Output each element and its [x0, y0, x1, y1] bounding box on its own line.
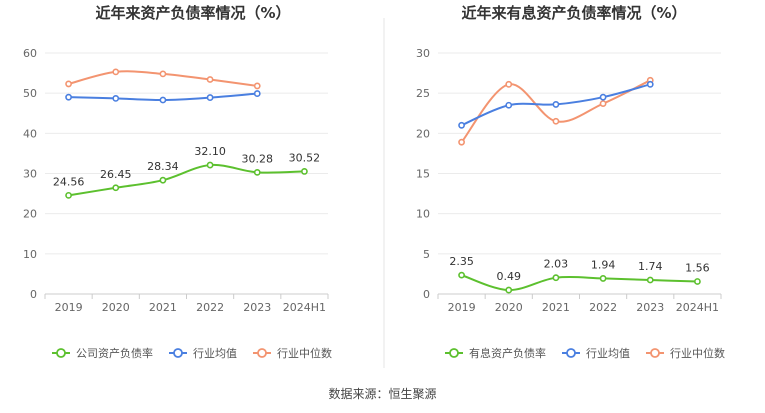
y-tick-label: 0: [30, 288, 37, 301]
source-label: 数据来源：恒生聚源: [328, 386, 436, 401]
data-point: [552, 274, 560, 282]
data-point: [458, 121, 465, 129]
y-tick-label: 15: [416, 168, 430, 181]
data-point: [206, 76, 214, 83]
y-tick-label: 30: [23, 168, 37, 181]
x-tick-label: 2022: [589, 301, 617, 314]
data-point: [159, 176, 167, 184]
data-label: 32.10: [194, 145, 226, 158]
data-point: [599, 100, 607, 108]
y-tick-label: 40: [23, 127, 37, 140]
y-tick-label: 25: [416, 87, 430, 100]
data-point: [253, 90, 261, 97]
data-label: 30.52: [289, 151, 321, 164]
data-point: [159, 70, 167, 78]
legend-swatch-marker: [56, 348, 66, 358]
legend-label: 行业中位数: [277, 346, 332, 360]
data-label: 1.94: [591, 258, 616, 271]
data-point: [458, 138, 465, 146]
x-tick-label: 2020: [102, 301, 130, 314]
x-tick-label: 2021: [542, 301, 570, 314]
y-tick-label: 60: [23, 47, 37, 60]
data-label: 2.35: [449, 255, 474, 268]
legend-label: 行业均值: [586, 347, 630, 360]
series-line: [461, 274, 698, 292]
legend-label: 公司资产负债率: [76, 346, 153, 360]
data-label: 2.03: [544, 258, 569, 271]
legend-item[interactable]: 行业中位数: [646, 346, 725, 360]
data-point: [65, 191, 72, 199]
data-point: [505, 80, 513, 88]
y-tick-label: 5: [423, 248, 430, 261]
x-tick-label: 2019: [55, 301, 83, 314]
y-tick-label: 20: [416, 127, 430, 140]
data-point: [206, 161, 214, 169]
legend-item[interactable]: 有息资产负债率: [445, 346, 546, 360]
data-point: [646, 80, 654, 88]
data-label: 28.34: [147, 160, 179, 173]
data-point: [646, 276, 654, 284]
x-tick-label: 2020: [495, 301, 523, 314]
data-point: [65, 80, 72, 88]
data-point: [112, 68, 120, 76]
data-point: [552, 117, 560, 125]
x-tick-label: 2022: [196, 301, 224, 314]
chart-title: 近年来资产负债率情况（%）: [95, 4, 290, 22]
data-label: 26.45: [100, 168, 132, 181]
x-tick-label: 2023: [636, 301, 664, 314]
data-label: 1.56: [685, 261, 710, 274]
y-tick-label: 10: [23, 248, 37, 261]
data-label: 24.56: [53, 175, 85, 188]
data-point: [206, 94, 214, 101]
x-tick-label: 2023: [243, 301, 271, 314]
data-point: [253, 168, 261, 176]
data-point: [112, 94, 120, 102]
legend-swatch-marker: [650, 348, 660, 358]
series-line: [68, 163, 305, 197]
legend-label: 行业中位数: [670, 346, 725, 360]
data-point: [505, 101, 513, 109]
legend-swatch-marker: [566, 348, 576, 358]
y-tick-label: 10: [416, 208, 430, 221]
x-tick-label: 2019: [448, 301, 476, 314]
x-tick-label: 2024H1: [283, 301, 326, 314]
y-tick-label: 30: [416, 47, 430, 60]
legend-swatch-marker: [173, 348, 183, 358]
data-point: [301, 168, 308, 175]
data-label: 0.49: [497, 270, 522, 283]
x-tick-label: 2024H1: [676, 301, 719, 314]
data-point: [599, 93, 607, 101]
y-tick-label: 0: [423, 288, 430, 301]
legend-item[interactable]: 公司资产负债率: [52, 346, 153, 360]
data-point: [694, 278, 701, 285]
legend-label: 有息资产负债率: [469, 346, 546, 360]
legend-swatch-marker: [257, 348, 267, 358]
legend-item[interactable]: 行业均值: [562, 347, 630, 360]
data-point: [552, 101, 560, 108]
chart-title: 近年来有息资产负债率情况（%）: [461, 4, 686, 22]
data-point: [253, 82, 261, 90]
data-point: [65, 93, 72, 101]
data-label: 30.28: [242, 152, 274, 165]
legend-item[interactable]: 行业中位数: [253, 346, 332, 360]
chart-panel-interest-debt-ratio: 近年来有息资产负债率情况（%） 0 5 10 15 20 25 30 2019 2020 2021 2…: [416, 4, 725, 360]
legend-swatch-marker: [449, 348, 459, 358]
data-point: [159, 96, 167, 104]
data-label: 1.74: [638, 260, 663, 273]
y-tick-label: 20: [23, 208, 37, 221]
data-point: [112, 184, 120, 192]
chart-panel-debt-ratio: 近年来资产负债率情况（%） 0 10 20 30 40 50 60 2019 2020 2021 20…: [23, 4, 332, 360]
data-point: [505, 286, 513, 294]
x-tick-label: 2021: [149, 301, 177, 314]
legend-item[interactable]: 行业均值: [169, 347, 237, 360]
data-point: [458, 271, 465, 279]
legend-label: 行业均值: [193, 347, 237, 360]
y-tick-label: 50: [23, 87, 37, 100]
data-point: [599, 275, 607, 282]
